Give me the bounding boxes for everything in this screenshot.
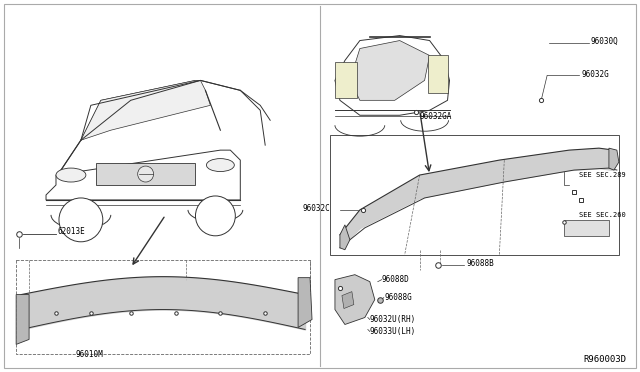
- Bar: [335, 62, 357, 98]
- Polygon shape: [16, 295, 29, 344]
- Text: 96032GA: 96032GA: [420, 112, 452, 121]
- Polygon shape: [342, 292, 354, 308]
- Polygon shape: [335, 36, 449, 115]
- Polygon shape: [298, 278, 312, 327]
- Text: 96088G: 96088G: [385, 293, 413, 302]
- Text: R960003D: R960003D: [584, 355, 627, 364]
- Text: 96088B: 96088B: [467, 259, 494, 268]
- Polygon shape: [46, 150, 240, 200]
- Bar: [16, 260, 310, 355]
- Text: 96010M: 96010M: [76, 350, 104, 359]
- Ellipse shape: [56, 168, 86, 182]
- Polygon shape: [350, 41, 429, 100]
- Text: 96032C: 96032C: [302, 205, 330, 214]
- Text: SEE SEC.260: SEE SEC.260: [579, 212, 626, 218]
- Polygon shape: [81, 80, 200, 140]
- Polygon shape: [609, 148, 619, 170]
- Circle shape: [138, 166, 154, 182]
- Text: 96032U(RH): 96032U(RH): [370, 315, 416, 324]
- Text: 96033U(LH): 96033U(LH): [370, 327, 416, 336]
- Text: 96088D: 96088D: [382, 275, 410, 284]
- Text: 96032G: 96032G: [581, 70, 609, 79]
- Polygon shape: [335, 275, 375, 324]
- Circle shape: [195, 196, 236, 236]
- Text: 62013E: 62013E: [58, 227, 86, 236]
- Ellipse shape: [207, 158, 234, 171]
- Bar: [330, 135, 619, 255]
- Text: 96030Q: 96030Q: [591, 37, 619, 46]
- Polygon shape: [340, 225, 350, 250]
- Text: SEE SEC.289: SEE SEC.289: [579, 172, 626, 178]
- Bar: [96, 163, 195, 185]
- Bar: [564, 220, 609, 236]
- Circle shape: [59, 198, 103, 242]
- Bar: [428, 55, 447, 93]
- Polygon shape: [81, 80, 211, 140]
